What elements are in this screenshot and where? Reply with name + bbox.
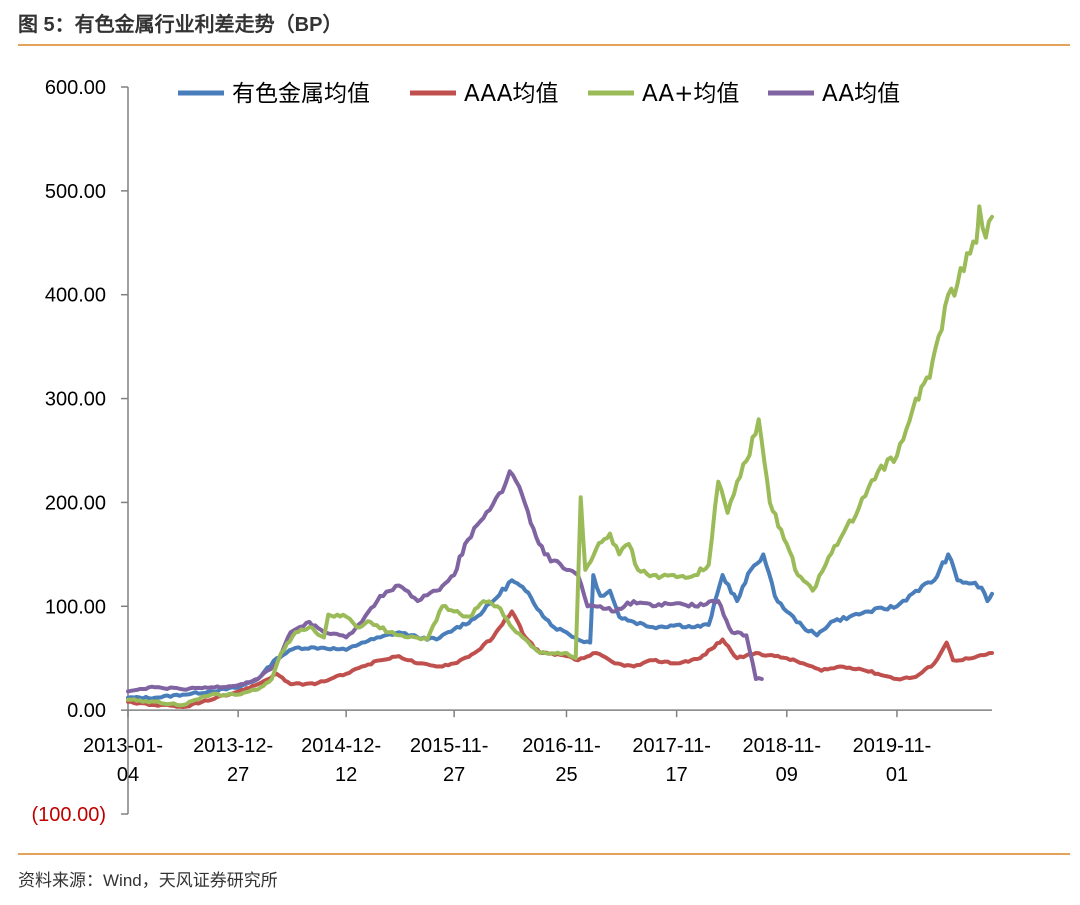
- x-tick-label-line2: 27: [227, 764, 249, 786]
- y-tick-label: 100.00: [45, 596, 106, 618]
- x-tick-label-line2: 09: [776, 764, 798, 786]
- series-line-1: [126, 609, 994, 709]
- source-note: 资料来源：Wind，天风证券研究所: [18, 871, 278, 890]
- series-line-2: [126, 204, 994, 708]
- x-tick-label: 2015-11-: [410, 735, 489, 757]
- y-tick-label: 400.00: [45, 285, 106, 307]
- x-tick-label-line2: 27: [443, 764, 465, 786]
- x-tick-label: 2014-12-: [301, 735, 381, 757]
- chart: 600.00 500.00 400.00 300.00 200.00 100.00 0.00…: [32, 77, 994, 826]
- page-title: 图 5：有色金属行业利差走势（BP）: [18, 14, 343, 36]
- series-line-0: [126, 552, 994, 701]
- y-tick-label: 500.00: [45, 181, 106, 203]
- x-tick-label: 2016-11-: [522, 735, 601, 757]
- header-divider: [18, 44, 1070, 46]
- x-tick-label-line2: 12: [335, 764, 357, 786]
- y-tick-label: 300.00: [45, 389, 106, 411]
- chart-series-layer: [126, 204, 994, 709]
- chart-legend: 有色金属均值 AAA均值 AA+均值 AA均值: [178, 81, 900, 107]
- y-tick-label: 600.00: [45, 77, 106, 99]
- legend-label: AA+均值: [642, 81, 739, 107]
- footer-divider: [18, 853, 1070, 855]
- x-tick-label-line2: 17: [666, 764, 688, 786]
- chart-axes: 600.00 500.00 400.00 300.00 200.00 100.00 0.00…: [32, 77, 992, 826]
- x-tick-label: 2013-12-: [193, 735, 273, 757]
- x-tick-label-line2: 01: [886, 764, 908, 786]
- legend-label: AAA均值: [464, 81, 558, 107]
- legend-label: 有色金属均值: [232, 81, 370, 107]
- x-tick-label: 2018-11-: [743, 735, 822, 757]
- legend-label: AA均值: [822, 81, 900, 107]
- y-tick-label: 0.00: [67, 700, 106, 722]
- series-line-3: [126, 469, 764, 694]
- x-tick-label: 2019-11-: [853, 735, 932, 757]
- y-tick-label: (100.00): [32, 804, 107, 826]
- x-tick-label-line2: 04: [117, 764, 139, 786]
- x-tick-label: 2013-01-: [83, 735, 163, 757]
- x-tick-label: 2017-11-: [632, 735, 711, 757]
- x-tick-label-line2: 25: [555, 764, 577, 786]
- y-tick-label: 200.00: [45, 492, 106, 514]
